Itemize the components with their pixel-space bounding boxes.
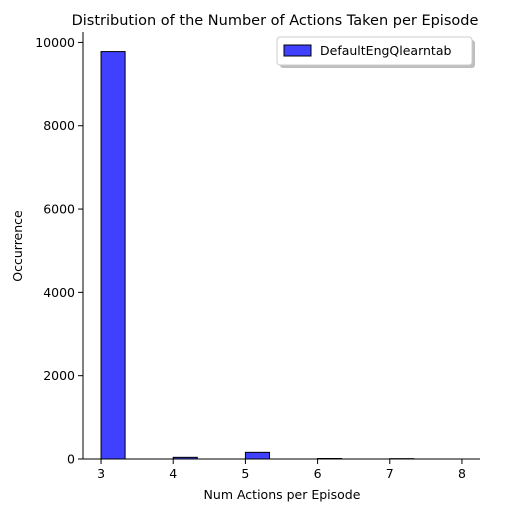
histogram-bar-0 [101, 52, 125, 459]
legend: DefaultEngQlearntab [277, 37, 475, 68]
legend-swatch [284, 45, 311, 56]
y-axis-ticks: 0 2000 4000 6000 8000 10000 [35, 35, 83, 467]
x-tick-label: 7 [386, 466, 394, 481]
histogram-bar-6 [245, 452, 269, 459]
y-axis-label: Occurrence [10, 210, 25, 282]
x-tick-label: 4 [169, 466, 177, 481]
legend-label: DefaultEngQlearntab [320, 43, 451, 58]
x-tick-label: 5 [241, 466, 249, 481]
x-tick-label: 3 [97, 466, 105, 481]
x-tick-label: 6 [314, 466, 322, 481]
y-tick-label: 8000 [43, 118, 75, 133]
chart-title: Distribution of the Number of Actions Ta… [72, 13, 479, 29]
y-tick-label: 4000 [43, 285, 75, 300]
y-tick-label: 0 [67, 452, 75, 467]
plot-area: 3 4 5 6 7 8 0 2000 4000 6000 8000 10000 [35, 32, 480, 481]
x-axis-label: Num Actions per Episode [204, 487, 361, 502]
bars-group [101, 52, 414, 459]
y-tick-label: 6000 [43, 202, 75, 217]
y-tick-label: 2000 [43, 368, 75, 383]
x-tick-label: 8 [458, 466, 466, 481]
y-tick-label: 10000 [35, 35, 75, 50]
x-axis-ticks: 3 4 5 6 7 8 [97, 459, 466, 481]
